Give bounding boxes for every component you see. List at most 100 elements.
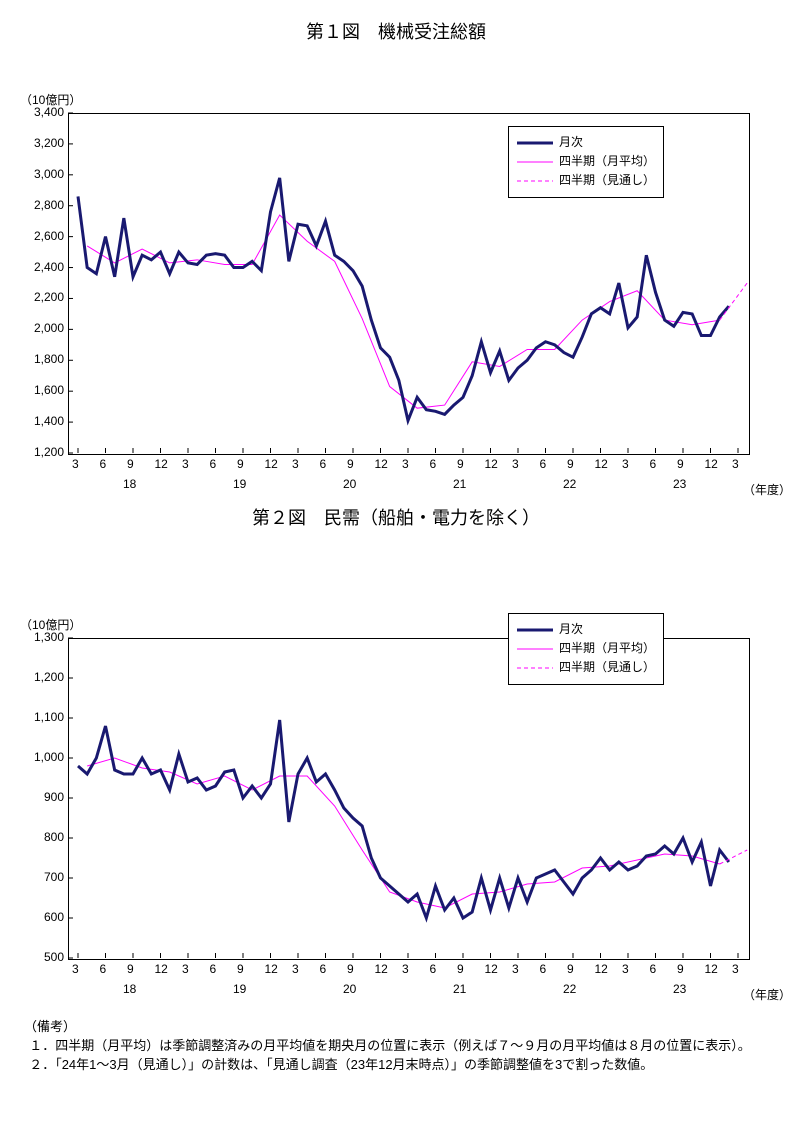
x-tick-label: 9 — [127, 962, 134, 976]
legend-item: 四半期（月平均） — [517, 152, 655, 171]
legend-line-icon — [517, 642, 553, 656]
year-label: 21 — [453, 477, 466, 491]
x-tick-label: 3 — [402, 457, 409, 471]
y-tick-label: 600 — [20, 910, 64, 924]
year-label: 18 — [123, 982, 136, 996]
x-tick-label: 3 — [512, 457, 519, 471]
y-tick-label: 1,400 — [20, 414, 64, 428]
y-tick-label: 700 — [20, 870, 64, 884]
legend: 月次四半期（月平均）四半期（見通し） — [508, 126, 664, 198]
x-tick-label: 6 — [650, 457, 657, 471]
year-label: 20 — [343, 982, 356, 996]
year-label: 19 — [233, 477, 246, 491]
y-tick-label: 500 — [20, 950, 64, 964]
legend-label: 四半期（見通し） — [559, 658, 655, 677]
legend-item: 月次 — [517, 620, 655, 639]
legend-item: 四半期（見通し） — [517, 171, 655, 190]
notes-item-2: ２．「24年1～3月（見通し）」の計数は、「見通し調査（23年12月末時点）」の… — [24, 1056, 764, 1075]
x-tick-label: 6 — [210, 962, 217, 976]
x-tick-label: 6 — [320, 457, 327, 471]
x-tick-label: 12 — [265, 962, 278, 976]
y-tick-label: 2,800 — [20, 198, 64, 212]
x-tick-label: 9 — [457, 457, 464, 471]
x-tick-label: 12 — [595, 962, 608, 976]
legend-label: 四半期（月平均） — [559, 152, 655, 171]
x-tick-label: 12 — [375, 962, 388, 976]
x-tick-label: 12 — [265, 457, 278, 471]
x-tick-label: 9 — [347, 457, 354, 471]
x-tick-label: 9 — [457, 962, 464, 976]
y-tick-label: 3,200 — [20, 136, 64, 150]
year-label: 22 — [563, 477, 576, 491]
x-tick-label: 3 — [622, 962, 629, 976]
x-tick-label: 3 — [292, 962, 299, 976]
legend-label: 月次 — [559, 133, 583, 152]
x-tick-label: 12 — [705, 962, 718, 976]
x-tick-label: 9 — [127, 457, 134, 471]
y-tick-label: 1,800 — [20, 352, 64, 366]
y-tick-label: 1,200 — [20, 445, 64, 459]
x-tick-label: 3 — [182, 457, 189, 471]
y-tick-label: 900 — [20, 790, 64, 804]
legend-item: 四半期（見通し） — [517, 658, 655, 677]
x-tick-label: 9 — [237, 962, 244, 976]
y-tick-label: 1,100 — [20, 710, 64, 724]
x-tick-label: 6 — [100, 962, 107, 976]
x-tick-label: 9 — [567, 457, 574, 471]
legend-line-icon — [517, 174, 553, 188]
x-tick-label: 6 — [540, 962, 547, 976]
x-tick-label: 12 — [155, 457, 168, 471]
year-label: 19 — [233, 982, 246, 996]
x-tick-label: 12 — [375, 457, 388, 471]
x-tick-label: 9 — [237, 457, 244, 471]
chart1-title: 第１図 機械受注総額 — [0, 18, 792, 44]
legend-label: 四半期（見通し） — [559, 171, 655, 190]
year-label: 18 — [123, 477, 136, 491]
x-tick-label: 12 — [155, 962, 168, 976]
y-tick-label: 1,300 — [20, 630, 64, 644]
x-tick-label: 6 — [210, 457, 217, 471]
y-tick-label: 2,000 — [20, 321, 64, 335]
legend-label: 月次 — [559, 620, 583, 639]
legend-line-icon — [517, 661, 553, 675]
y-tick-label: 1,600 — [20, 383, 64, 397]
x-tick-label: 6 — [650, 962, 657, 976]
x-tick-label: 3 — [402, 962, 409, 976]
x-tick-label: 3 — [72, 962, 79, 976]
x-tick-label: 12 — [485, 962, 498, 976]
x-tick-label: 6 — [100, 457, 107, 471]
legend-label: 四半期（月平均） — [559, 639, 655, 658]
x-tick-label: 3 — [72, 457, 79, 471]
x-tick-label: 12 — [595, 457, 608, 471]
x-tick-label: 9 — [347, 962, 354, 976]
y-tick-label: 3,000 — [20, 167, 64, 181]
x-tick-label: 6 — [430, 962, 437, 976]
legend: 月次四半期（月平均）四半期（見通し） — [508, 613, 664, 685]
x-tick-label: 6 — [430, 457, 437, 471]
notes-heading: （備考） — [24, 1018, 764, 1037]
x-tick-label: 3 — [182, 962, 189, 976]
notes-item-1: １．四半期（月平均）は季節調整済みの月平均値を期央月の位置に表示（例えば７～９月… — [24, 1037, 764, 1056]
x-tick-label: 9 — [567, 962, 574, 976]
x-tick-label: 6 — [540, 457, 547, 471]
year-label: 23 — [673, 477, 686, 491]
y-tick-label: 1,000 — [20, 750, 64, 764]
x-tick-label: 6 — [320, 962, 327, 976]
x-tick-label: 3 — [732, 962, 739, 976]
y-tick-label: 2,400 — [20, 260, 64, 274]
x-tick-label: 9 — [677, 457, 684, 471]
y-tick-label: 3,400 — [20, 105, 64, 119]
x-axis-unit: （年度） — [743, 986, 791, 1003]
year-label: 22 — [563, 982, 576, 996]
y-tick-label: 2,600 — [20, 229, 64, 243]
year-label: 21 — [453, 982, 466, 996]
legend-item: 四半期（月平均） — [517, 639, 655, 658]
x-tick-label: 9 — [677, 962, 684, 976]
legend-line-icon — [517, 155, 553, 169]
x-tick-label: 3 — [512, 962, 519, 976]
legend-line-icon — [517, 136, 553, 150]
x-tick-label: 12 — [705, 457, 718, 471]
x-tick-label: 3 — [622, 457, 629, 471]
y-tick-label: 2,200 — [20, 290, 64, 304]
x-axis-unit: （年度） — [743, 481, 791, 498]
